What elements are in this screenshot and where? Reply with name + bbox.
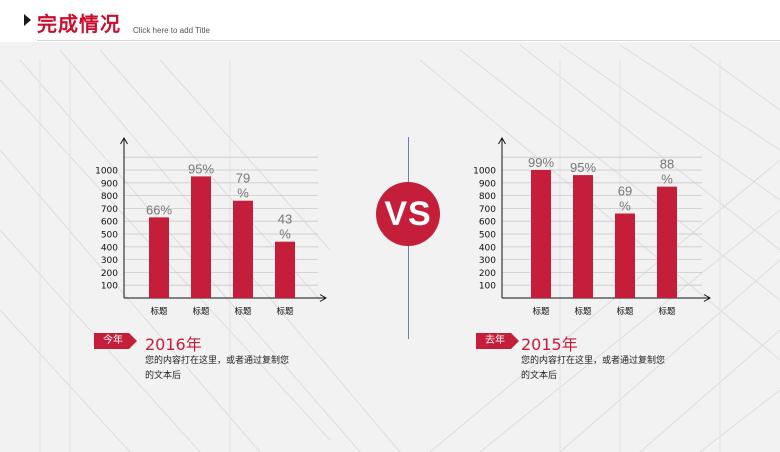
y-tick-label: 700 [101,205,118,215]
bar [615,213,635,298]
description-2015: 您的内容打在这里，或者通过复制您的文本后 [521,356,666,381]
y-tick-label: 700 [479,205,496,215]
year-2015: 2015年 [521,335,578,354]
y-tick-label: 1000 [95,167,118,177]
y-tick-label: 900 [101,179,118,189]
y-tick-label: 500 [479,231,496,241]
y-tick-label: 600 [101,218,118,228]
tag-this-year: 今年 [94,333,137,349]
y-tick-label: 200 [101,269,118,279]
x-category-label: 标题 [616,306,634,317]
y-axis-arrow-icon [498,137,506,145]
x-category-label: 标题 [658,306,676,317]
data-label: 43% [278,212,292,242]
bar [657,186,677,298]
y-tick-label: 500 [101,231,118,241]
vs-badge: VS [376,182,440,246]
y-tick-label: 100 [479,282,496,292]
bar [275,241,295,298]
data-label: 95% [570,160,596,175]
x-axis-arrow-icon [319,294,327,302]
x-category-label: 标题 [276,306,294,317]
bar [191,176,211,298]
x-category-label: 标题 [192,306,210,317]
x-category-label: 标题 [150,306,168,317]
description-2016: 您的内容打在这里，或者通过复制您的文本后 [145,356,290,381]
page-title: 完成情况 [37,12,121,36]
data-label: 99% [528,155,554,170]
bar [149,217,169,298]
title-arrow-icon [24,14,31,26]
tag-last-year: 去年 [476,333,519,349]
y-axis-arrow-icon [120,137,128,145]
x-category-label: 标题 [234,306,252,317]
data-label: 69% [618,184,632,214]
title-divider [37,40,780,41]
bar [531,170,551,298]
y-tick-label: 400 [479,243,496,253]
title-bar: 完成情况 Click here to add Title [0,0,780,42]
y-tick-label: 300 [479,256,496,266]
y-tick-label: 100 [101,282,118,292]
x-axis-arrow-icon [703,294,711,302]
y-tick-label: 300 [101,256,118,266]
page-subtitle: Click here to add Title [133,26,210,35]
y-tick-label: 200 [479,269,496,279]
y-tick-label: 400 [101,243,118,253]
data-label: 79% [236,171,250,201]
data-label: 95% [188,161,214,176]
data-label: 88% [660,157,674,187]
x-category-label: 标题 [574,306,592,317]
y-tick-label: 900 [479,179,496,189]
data-label: 66% [146,202,172,217]
x-category-label: 标题 [532,306,550,317]
y-tick-label: 800 [479,192,496,202]
y-tick-label: 600 [479,218,496,228]
y-tick-label: 800 [101,192,118,202]
bar [573,175,593,298]
year-2016: 2016年 [145,335,202,354]
bar [233,200,253,298]
y-tick-label: 1000 [473,167,496,177]
